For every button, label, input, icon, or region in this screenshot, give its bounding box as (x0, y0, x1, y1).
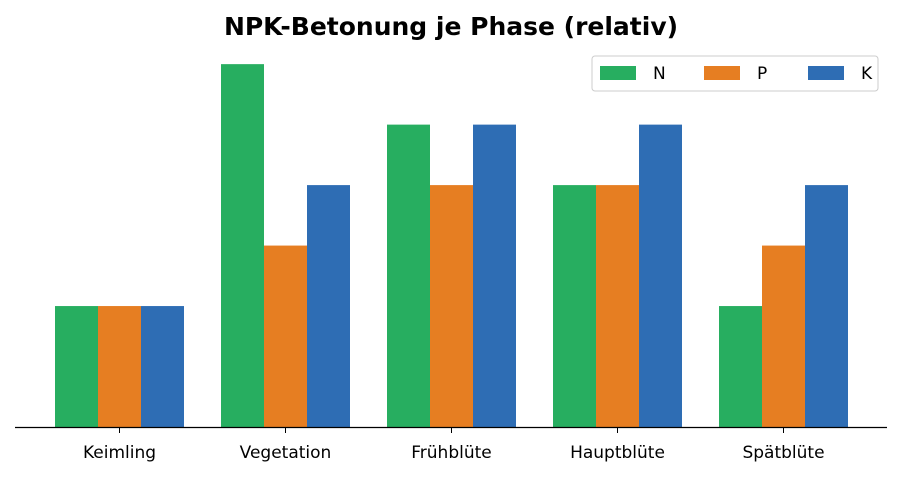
bar-k-5 (805, 185, 848, 427)
legend-swatch-n (600, 66, 636, 80)
x-ticks-group: Keimling Vegetation Frühblüte Hauptblüte Spä… (83, 428, 825, 463)
bar-p-1 (98, 306, 141, 427)
legend-label-n: N (653, 64, 666, 84)
x-tick-label: Vegetation (240, 443, 332, 463)
bar-p-3 (430, 185, 473, 427)
x-tick-label: Hauptblüte (570, 443, 665, 463)
bar-p-4 (596, 185, 639, 427)
bars-group (55, 64, 848, 428)
legend-label-k: K (861, 64, 873, 84)
bar-n-2 (221, 64, 264, 427)
legend-label-p: P (757, 64, 767, 84)
bar-n-1 (55, 306, 98, 427)
bar-k-3 (473, 124, 516, 428)
bar-k-2 (307, 185, 350, 427)
legend-swatch-k (808, 66, 844, 80)
x-tick-label: Spätblüte (742, 443, 824, 463)
bar-n-5 (719, 306, 762, 427)
bar-p-2 (264, 245, 307, 427)
x-tick-label: Keimling (83, 443, 156, 463)
legend-swatch-p (704, 66, 740, 80)
bar-p-5 (762, 245, 805, 427)
bar-n-4 (553, 185, 596, 427)
bar-k-4 (639, 124, 682, 428)
bar-k-1 (141, 306, 184, 427)
chart-title: NPK-Betonung je Phase (relativ) (224, 12, 678, 41)
x-tick-label: Frühblüte (411, 443, 492, 463)
bar-n-3 (387, 124, 430, 428)
